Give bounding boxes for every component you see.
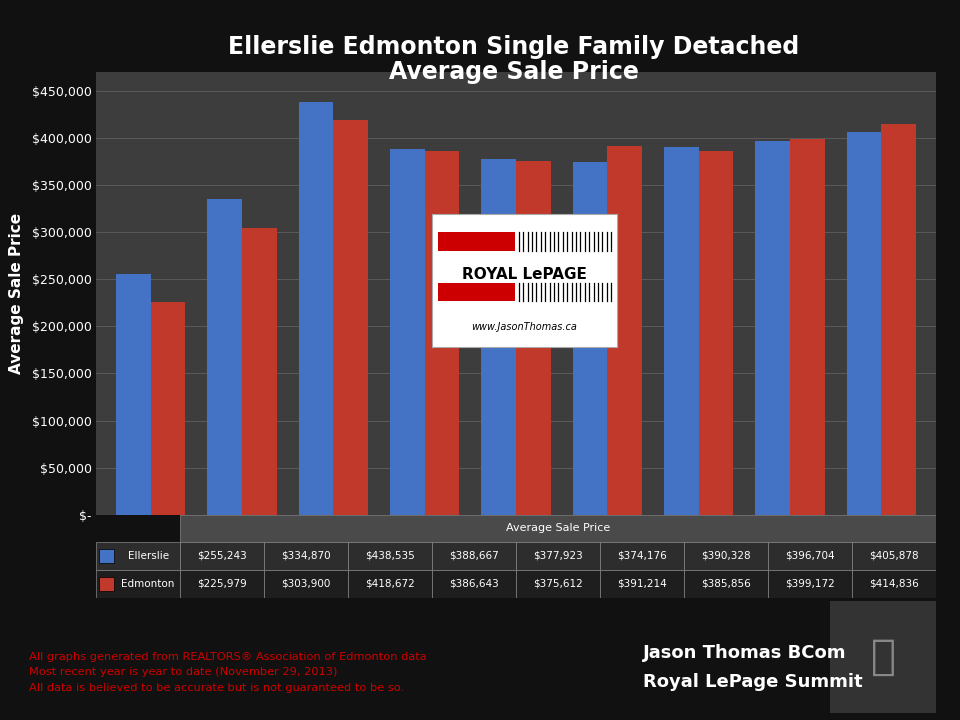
Bar — [96, 542, 180, 570]
Bar — [96, 570, 180, 598]
Text: $303,900: $303,900 — [281, 579, 330, 589]
Text: $399,172: $399,172 — [785, 579, 835, 589]
Bar — [299, 102, 333, 515]
Text: 👤: 👤 — [871, 636, 896, 678]
Bar — [242, 228, 276, 515]
Bar — [264, 570, 348, 598]
Bar — [180, 570, 264, 598]
Bar — [608, 146, 642, 515]
Bar — [432, 542, 516, 570]
Text: $374,176: $374,176 — [617, 551, 667, 561]
Bar — [516, 570, 600, 598]
Bar — [684, 542, 768, 570]
Bar — [432, 570, 516, 598]
Bar — [207, 199, 242, 515]
Bar — [390, 148, 424, 515]
Bar — [790, 139, 825, 515]
Bar — [99, 549, 113, 563]
Bar — [664, 147, 699, 515]
Text: $396,704: $396,704 — [785, 551, 835, 561]
Text: $385,856: $385,856 — [701, 579, 751, 589]
Text: Royal LePage Summit: Royal LePage Summit — [643, 673, 863, 691]
Bar — [424, 150, 460, 515]
Bar — [348, 542, 432, 570]
Bar — [481, 158, 516, 515]
Bar — [180, 542, 264, 570]
Text: $377,923: $377,923 — [533, 551, 583, 561]
Text: $334,870: $334,870 — [281, 551, 331, 561]
Bar — [847, 132, 881, 515]
Text: $418,672: $418,672 — [365, 579, 415, 589]
Text: $405,878: $405,878 — [869, 551, 919, 561]
Text: $414,836: $414,836 — [869, 579, 919, 589]
Bar — [881, 124, 916, 515]
Bar — [768, 570, 852, 598]
Text: Average Sale Price: Average Sale Price — [506, 523, 611, 534]
Bar — [264, 542, 348, 570]
Text: $386,643: $386,643 — [449, 579, 499, 589]
Bar — [116, 274, 151, 515]
Bar — [516, 161, 551, 515]
Text: Ellerslie: Ellerslie — [128, 551, 169, 561]
Bar — [151, 302, 185, 515]
Y-axis label: Average Sale Price: Average Sale Price — [9, 213, 24, 374]
Bar — [684, 570, 768, 598]
Text: Average Sale Price: Average Sale Price — [389, 60, 638, 84]
Bar — [572, 162, 608, 515]
Text: $390,328: $390,328 — [701, 551, 751, 561]
Text: $438,535: $438,535 — [365, 551, 415, 561]
Text: $375,612: $375,612 — [533, 579, 583, 589]
Bar — [600, 542, 684, 570]
Text: $225,979: $225,979 — [197, 579, 247, 589]
Text: Jason Thomas BCom: Jason Thomas BCom — [643, 644, 847, 662]
Bar — [348, 570, 432, 598]
Bar — [333, 120, 368, 515]
Bar — [180, 515, 936, 542]
Text: $391,214: $391,214 — [617, 579, 667, 589]
Text: Edmonton: Edmonton — [121, 579, 175, 589]
Text: Ellerslie Edmonton Single Family Detached: Ellerslie Edmonton Single Family Detache… — [228, 35, 800, 59]
Bar — [99, 577, 113, 590]
Bar — [756, 141, 790, 515]
Text: All graphs generated from REALTORS® Association of Edmonton data
Most recent yea: All graphs generated from REALTORS® Asso… — [29, 652, 426, 693]
Bar — [516, 542, 600, 570]
Bar — [699, 151, 733, 515]
X-axis label: Average Sale Price: Average Sale Price — [457, 541, 575, 554]
Bar — [768, 542, 852, 570]
Bar — [852, 542, 936, 570]
Text: $255,243: $255,243 — [197, 551, 247, 561]
Bar — [600, 570, 684, 598]
Text: $388,667: $388,667 — [449, 551, 499, 561]
Bar — [852, 570, 936, 598]
